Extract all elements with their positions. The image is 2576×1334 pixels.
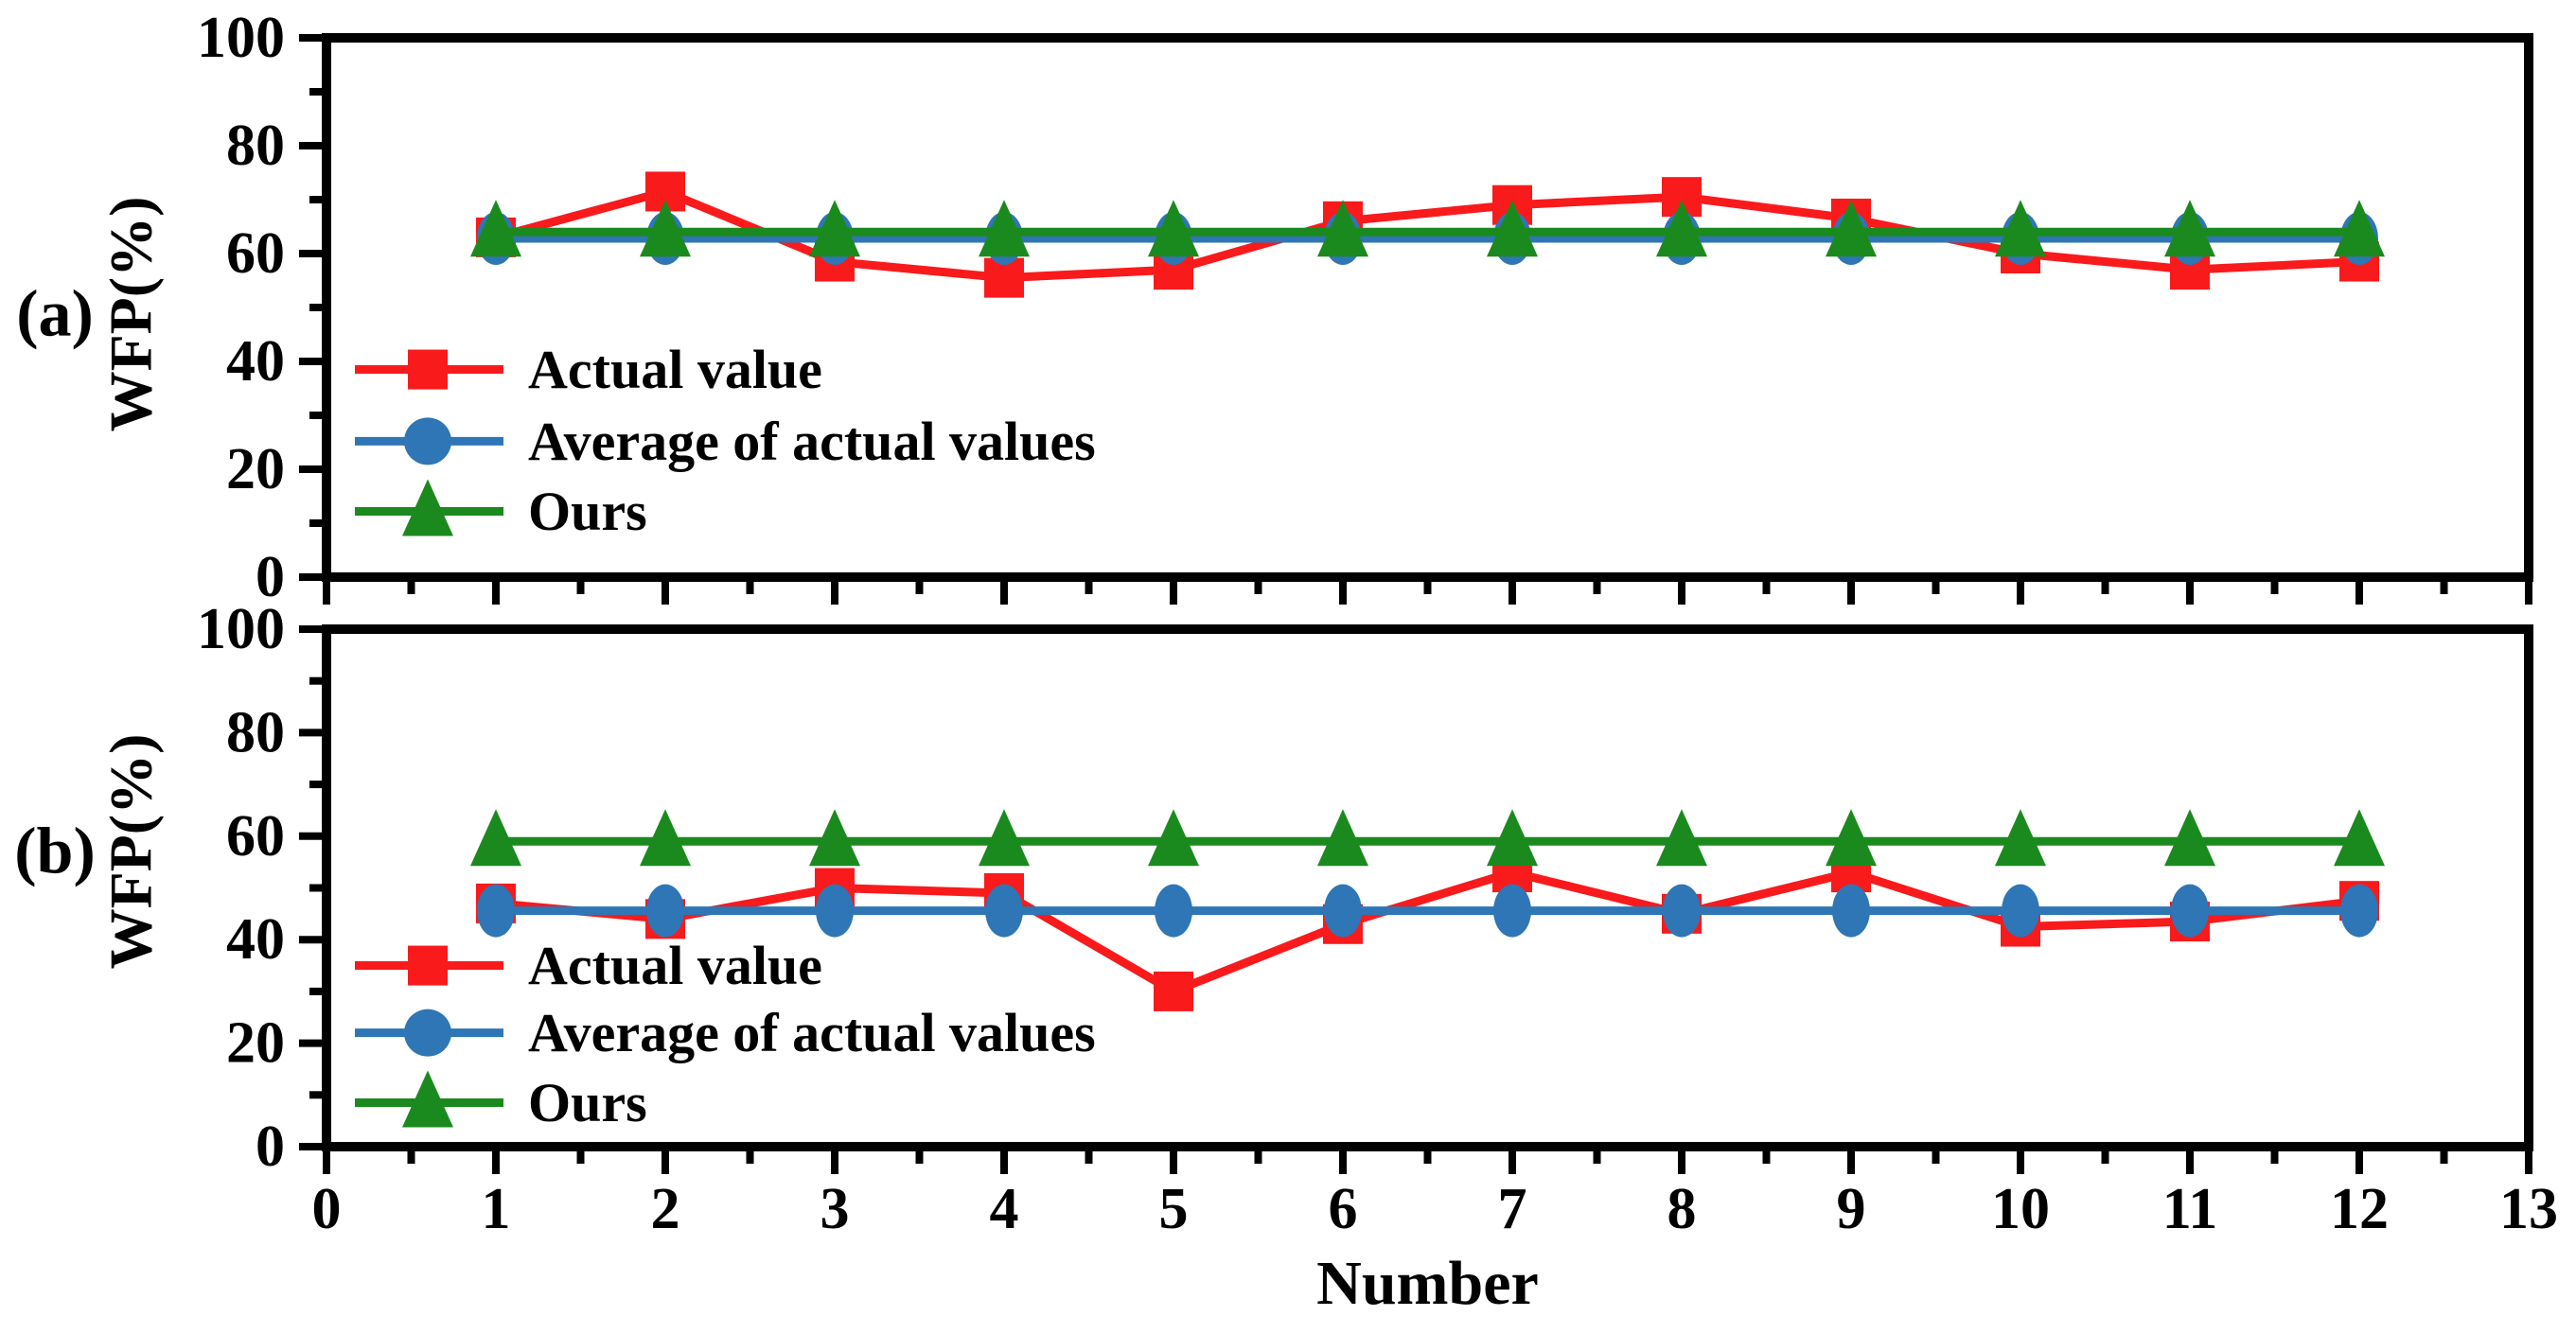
data-point-circle — [985, 884, 1023, 938]
data-point-triangle — [640, 809, 691, 867]
data-point-circle — [477, 884, 515, 938]
panel-a: 0 20 40 60 80 100 Actual value Average of actua… — [16, 6, 2533, 609]
legend-item: Actual value — [355, 339, 822, 400]
legend-item: Average of actual values — [355, 411, 1096, 472]
data-point-triangle — [640, 200, 691, 257]
legend-label: Average of actual values — [528, 411, 1096, 472]
x-axis-label: Number — [1316, 1249, 1539, 1318]
legend-item: Ours — [355, 479, 647, 542]
y-tick-label: 20 — [226, 1011, 285, 1076]
data-point-triangle — [1487, 809, 1538, 867]
y-tick-label: 20 — [226, 437, 285, 501]
data-point-triangle — [979, 200, 1030, 257]
x-tick-label: 11 — [2162, 1177, 2218, 1241]
series-triangle — [470, 809, 2385, 867]
data-point-triangle — [1826, 200, 1877, 257]
series-circle — [477, 884, 2378, 938]
x-tick-label: 8 — [1667, 1177, 1697, 1241]
panel-tag: (a) — [16, 278, 94, 351]
legend-circle-marker — [404, 417, 451, 465]
legend-triangle-marker — [402, 1070, 453, 1128]
data-point-triangle — [1656, 809, 1707, 867]
data-point-triangle — [2334, 200, 2385, 257]
data-point-circle — [816, 884, 854, 938]
x-tick-label: 10 — [1991, 1177, 2050, 1241]
panel-tag: (b) — [14, 816, 96, 888]
plot-box — [322, 624, 2533, 1151]
legend-item: Actual value — [355, 935, 822, 996]
y-tick-label: 60 — [226, 221, 285, 286]
x-tick-label: 4 — [990, 1177, 1019, 1241]
legend-triangle-marker — [402, 479, 453, 536]
y-tick-label: 100 — [197, 6, 285, 70]
x-tick-label: 3 — [820, 1177, 850, 1241]
legend-label: Average of actual values — [528, 1002, 1096, 1063]
data-point-triangle — [470, 809, 521, 867]
y-tick-label: 0 — [256, 545, 285, 609]
data-point-circle — [2171, 884, 2209, 938]
plot-box — [322, 33, 2533, 582]
data-point-triangle — [2334, 809, 2385, 867]
x-tick-label: 1 — [482, 1177, 511, 1241]
y-tick-label: 40 — [226, 329, 285, 394]
x-tick-label: 7 — [1498, 1177, 1527, 1241]
x-tick-label: 0 — [312, 1177, 342, 1241]
data-point-triangle — [470, 200, 521, 257]
y-axis-label: WFP(%) — [97, 197, 165, 432]
x-tick-label: 9 — [1837, 1177, 1866, 1241]
data-point-square — [1154, 971, 1193, 1011]
data-point-triangle — [2164, 809, 2215, 867]
legend-label: Ours — [528, 1072, 647, 1133]
data-point-circle — [2002, 884, 2039, 938]
data-point-triangle — [979, 809, 1030, 867]
legend-item: Average of actual values — [355, 1002, 1096, 1063]
legend-square-marker — [408, 349, 448, 390]
y-axis-label: WFP(%) — [97, 734, 165, 970]
data-point-circle — [1155, 884, 1192, 938]
legend-label: Actual value — [528, 339, 822, 400]
legend-label: Actual value — [528, 935, 822, 996]
data-point-circle — [1493, 884, 1531, 938]
legend: Actual value Average of actual values Ours — [355, 339, 1096, 542]
data-point-circle — [1324, 884, 1362, 938]
legend-item: Ours — [355, 1070, 647, 1133]
y-tick-label: 60 — [226, 804, 285, 869]
data-point-triangle — [1995, 809, 2046, 867]
y-tick-label: 0 — [256, 1115, 285, 1179]
y-tick-label: 80 — [226, 700, 285, 764]
y-tick-label: 100 — [197, 597, 285, 661]
x-tick-label: 13 — [2499, 1177, 2558, 1241]
data-point-triangle — [1317, 200, 1368, 257]
data-point-circle — [2340, 884, 2378, 938]
data-point-triangle — [1148, 200, 1199, 257]
legend-label: Ours — [528, 481, 647, 542]
data-point-circle — [1663, 884, 1701, 938]
data-point-triangle — [1826, 809, 1877, 867]
data-point-triangle — [809, 200, 860, 257]
series-line-0 — [494, 186, 2360, 283]
data-point-triangle — [1995, 200, 2046, 257]
x-tick-label: 6 — [1329, 1177, 1358, 1241]
data-point-circle — [646, 884, 684, 938]
legend-circle-marker — [404, 1009, 451, 1057]
legend-square-marker — [408, 945, 448, 986]
data-point-triangle — [1148, 809, 1199, 867]
x-tick-label: 2 — [651, 1177, 680, 1241]
series-line-0 — [495, 868, 2360, 996]
y-tick-label: 80 — [226, 114, 285, 178]
data-point-triangle — [1656, 200, 1707, 257]
y-tick-label: 40 — [226, 907, 285, 972]
x-tick-label: 12 — [2330, 1177, 2389, 1241]
x-tick-label: 5 — [1159, 1177, 1189, 1241]
data-point-triangle — [1317, 809, 1368, 867]
data-point-triangle — [2164, 200, 2215, 257]
series-triangle — [470, 200, 2385, 257]
data-point-triangle — [809, 809, 860, 867]
data-point-triangle — [1487, 200, 1538, 257]
data-point-circle — [1832, 884, 1870, 938]
